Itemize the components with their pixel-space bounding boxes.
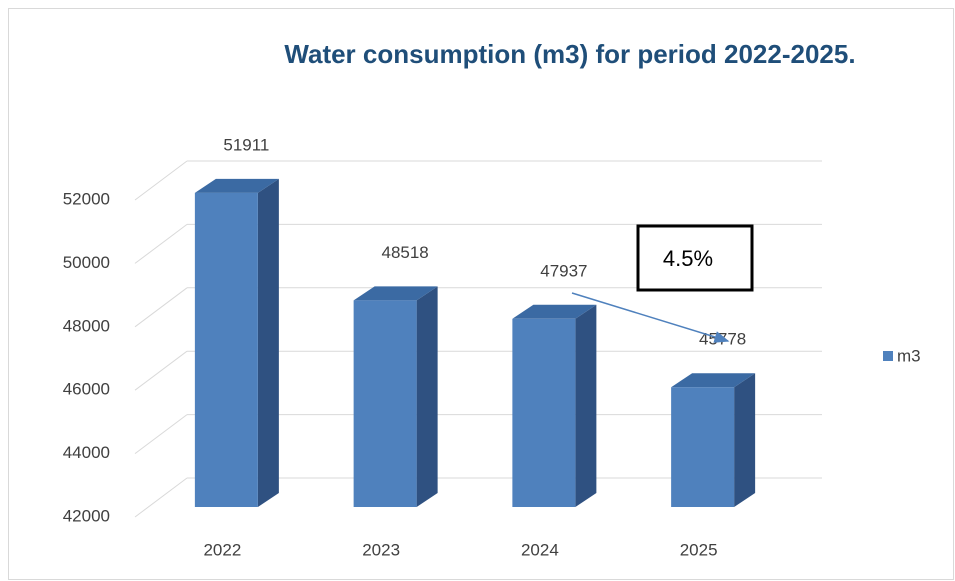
x-tick-label: 2023 <box>362 540 400 559</box>
chart-frame <box>8 8 954 580</box>
bar-top <box>353 286 438 301</box>
bar-top <box>671 373 756 388</box>
data-label: 48518 <box>381 243 428 262</box>
x-tick-label: 2025 <box>680 540 718 559</box>
y-tick-label: 46000 <box>63 380 110 399</box>
bar-front <box>353 300 417 507</box>
bar-front <box>512 318 576 507</box>
grid-line <box>134 414 188 455</box>
grid-line <box>134 287 188 328</box>
bar-side <box>257 178 279 508</box>
bar-side <box>416 286 438 507</box>
bar <box>671 373 756 507</box>
y-tick-label: 50000 <box>63 253 110 272</box>
plot-area: 42000 44000 46000 48000 50000 52000 2022 2023 20… <box>63 135 921 559</box>
bar <box>512 304 597 507</box>
data-label: 51911 <box>223 135 269 154</box>
y-tick-label: 44000 <box>63 443 110 462</box>
bar <box>353 286 438 507</box>
bar <box>194 178 279 508</box>
y-tick-label: 52000 <box>63 189 110 208</box>
bar-side <box>575 304 597 507</box>
bar-front <box>194 192 258 508</box>
annotation: 4.5% <box>663 246 713 271</box>
y-tick-label: 48000 <box>63 316 110 335</box>
bar-front <box>671 387 735 507</box>
annotation-box <box>636 224 754 292</box>
legend-label: m3 <box>897 346 921 365</box>
grid-line <box>134 350 188 391</box>
bar-top <box>512 304 597 319</box>
bar-top <box>194 178 279 193</box>
trend-arrow <box>571 292 730 343</box>
y-tick-label: 42000 <box>63 506 110 525</box>
data-label: 47937 <box>540 261 587 280</box>
chart-title: Water consumption (m3) for period 2022-2… <box>284 39 855 69</box>
x-tick-label: 2024 <box>521 540 559 559</box>
grid-line <box>134 160 188 201</box>
legend-swatch <box>883 351 893 361</box>
grid-line <box>134 223 188 264</box>
grid-line <box>134 477 188 518</box>
bar-side <box>734 373 756 507</box>
x-tick-label: 2022 <box>203 540 241 559</box>
